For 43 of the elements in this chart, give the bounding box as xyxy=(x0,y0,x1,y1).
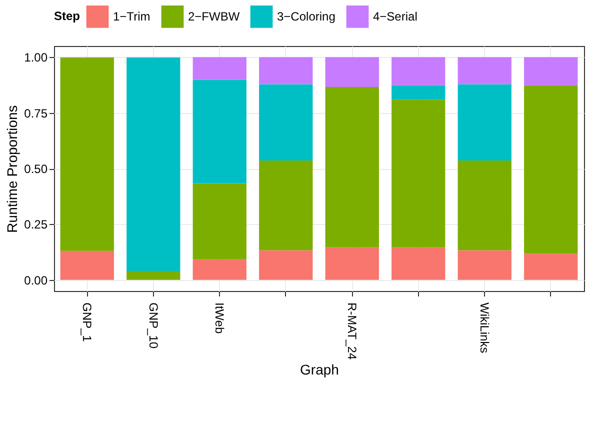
x-tick-label: ItWeb xyxy=(212,302,227,334)
x-axis-title: Graph xyxy=(300,362,339,378)
bar xyxy=(126,270,180,280)
bar xyxy=(126,58,180,271)
bar xyxy=(325,247,379,280)
bar xyxy=(458,57,512,84)
bar xyxy=(458,84,512,160)
x-tick-label: R-MAT_24 xyxy=(345,302,360,360)
bar xyxy=(458,160,512,250)
bar xyxy=(392,100,446,248)
bar xyxy=(458,250,512,280)
bar xyxy=(524,57,578,86)
bar xyxy=(60,58,114,251)
x-tick-label: WikiLinks xyxy=(478,302,492,354)
y-tick-label: 0.50 xyxy=(24,162,48,176)
bar xyxy=(192,259,246,280)
bar xyxy=(259,160,313,250)
bar xyxy=(192,80,246,184)
legend-label: 1−Trim xyxy=(113,10,150,24)
bar xyxy=(259,57,313,84)
bar xyxy=(325,57,379,87)
y-tick-label: 0.00 xyxy=(24,273,48,288)
bar xyxy=(60,250,114,280)
bar xyxy=(325,86,379,248)
legend-label: 2−FWBW xyxy=(188,10,240,24)
bar xyxy=(392,247,446,280)
bar xyxy=(524,85,578,254)
legend-label: 3−Coloring xyxy=(277,10,336,24)
bar xyxy=(192,57,246,80)
x-tick-label: GNP_1 xyxy=(80,302,94,342)
y-tick-label: 0.25 xyxy=(24,218,48,232)
bar xyxy=(392,57,446,86)
bar xyxy=(259,84,313,160)
x-tick-label: GNP_10 xyxy=(146,302,160,349)
y-tick-label: 1.00 xyxy=(24,50,48,65)
bar xyxy=(259,250,313,280)
legend-title: Step xyxy=(54,9,80,23)
legend-label: 4−Serial xyxy=(373,10,418,24)
bar xyxy=(192,183,246,260)
y-tick-label: 0.75 xyxy=(24,106,48,120)
bar xyxy=(392,85,446,100)
bar xyxy=(524,254,578,280)
y-axis-title: Runtime Proportions xyxy=(4,105,20,233)
